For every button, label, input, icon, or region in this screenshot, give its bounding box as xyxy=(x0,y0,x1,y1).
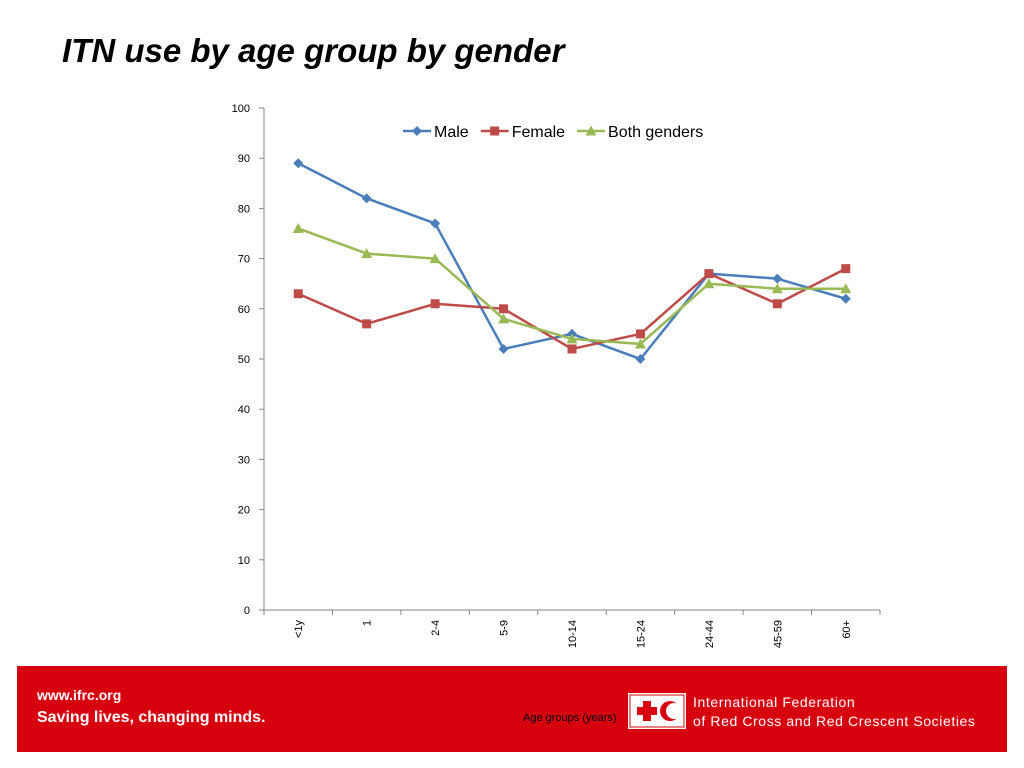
data-point-both-genders xyxy=(498,313,510,324)
footer-url-link[interactable]: www.ifrc.org xyxy=(37,687,122,703)
x-tick-label: 10-14 xyxy=(567,620,579,648)
x-tick-label: 60+ xyxy=(841,620,853,639)
data-point-both-genders xyxy=(703,278,715,289)
data-point-male xyxy=(361,193,372,204)
slide-title: ITN use by age group by gender xyxy=(62,32,565,69)
legend-marker-female xyxy=(490,126,500,136)
series-line-both-genders xyxy=(297,227,846,346)
x-tick-label: 15-24 xyxy=(635,620,647,648)
footer-bar: www.ifrc.org Saving lives, changing mind… xyxy=(17,666,1007,752)
series-both-genders xyxy=(292,222,852,349)
data-point-male xyxy=(772,273,783,284)
chart-legend: Male Female Both genders xyxy=(403,124,703,141)
data-point-both-genders xyxy=(361,248,373,259)
org-name-line2: of Red Cross and Red Crescent Societies xyxy=(693,713,976,729)
x-tick-label: <1y xyxy=(293,620,305,639)
data-point-female xyxy=(293,289,303,299)
x-tick-label: 24-44 xyxy=(704,620,716,648)
y-tick-label: 30 xyxy=(238,454,250,466)
data-point-both-genders xyxy=(634,338,646,349)
data-point-female xyxy=(567,344,577,354)
data-point-both-genders xyxy=(429,253,441,264)
data-point-female xyxy=(499,304,509,314)
data-point-both-genders xyxy=(771,283,783,294)
y-tick-label: 60 xyxy=(238,304,250,316)
x-tick-label: 2-4 xyxy=(430,620,442,636)
legend-item-female: Female xyxy=(480,124,565,141)
y-tick-label: 100 xyxy=(232,103,250,115)
red-cross-crescent-logo-icon xyxy=(628,693,686,729)
legend-label-both-genders: Both genders xyxy=(608,124,703,141)
data-point-female xyxy=(635,329,645,339)
y-tick-label: 10 xyxy=(238,555,250,567)
y-tick-label: 40 xyxy=(238,404,250,416)
data-point-female xyxy=(772,299,782,309)
x-tick-label: 45-59 xyxy=(772,620,784,648)
org-name-line1: International Federation xyxy=(693,694,856,710)
data-point-male xyxy=(498,343,509,354)
organization-name: International Federation of Red Cross an… xyxy=(693,693,976,731)
data-point-male xyxy=(430,218,441,229)
data-point-female xyxy=(841,264,851,274)
x-axis: <1y 1 2-4 5-9 10-14 15-24 24-44 45-59 60+ xyxy=(263,609,881,648)
x-axis-title: Age groups (years) xyxy=(523,712,617,724)
legend-item-male: Male xyxy=(403,124,469,141)
series-female xyxy=(293,264,851,354)
data-point-both-genders xyxy=(566,333,578,344)
y-tick-label: 80 xyxy=(238,203,250,215)
legend-label-male: Male xyxy=(434,124,469,141)
data-point-male xyxy=(293,158,304,169)
y-tick-label: 0 xyxy=(244,605,250,617)
x-tick-label: 1 xyxy=(362,620,374,626)
series-male xyxy=(293,158,851,364)
y-axis: 0 10 20 30 40 50 60 70 80 90 100 xyxy=(232,103,265,617)
x-tick-label: 5-9 xyxy=(499,620,511,636)
y-tick-label: 70 xyxy=(238,254,250,266)
data-point-both-genders xyxy=(292,222,304,233)
legend-label-female: Female xyxy=(512,124,565,141)
data-point-female xyxy=(430,299,440,309)
y-tick-label: 50 xyxy=(238,354,250,366)
series-layer xyxy=(292,158,852,364)
data-point-male xyxy=(840,293,851,304)
data-point-female xyxy=(362,319,372,329)
footer-slogan: Saving lives, changing minds. xyxy=(37,709,266,726)
data-point-male xyxy=(635,354,646,364)
data-point-both-genders xyxy=(840,283,852,294)
y-tick-label: 90 xyxy=(238,153,250,165)
legend-item-both-genders: Both genders xyxy=(577,124,703,141)
legend-marker-male xyxy=(412,126,422,136)
y-tick-label: 20 xyxy=(238,505,250,517)
data-point-female xyxy=(704,269,714,279)
legend-marker-both-genders xyxy=(585,125,597,136)
